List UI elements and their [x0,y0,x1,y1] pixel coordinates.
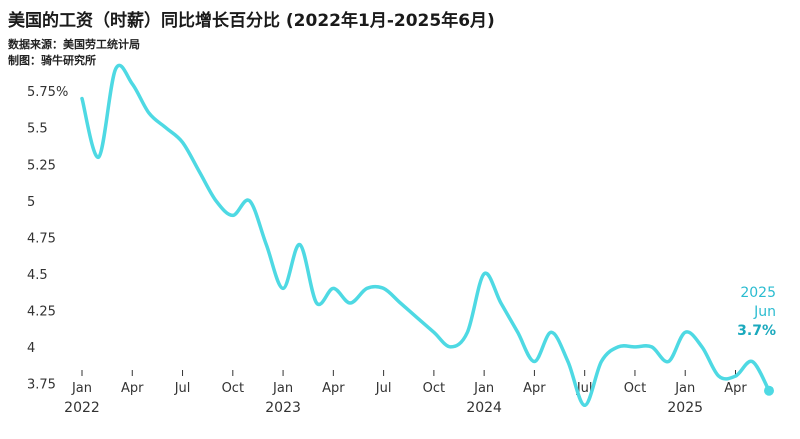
x-tick-label: Apr [523,381,546,396]
x-tick-label: Jul [174,381,191,396]
x-tick-label: Apr [121,381,144,396]
y-tick-label: 4.5 [27,268,48,283]
x-tick-label: Jan [473,381,494,396]
x-tick-label: Jul [375,381,392,396]
x-year-label: 2022 [64,400,100,416]
y-tick-label: 5 [27,195,35,210]
x-tick-label: Oct [423,381,445,396]
annotation-value: 3.7% [737,323,776,339]
x-tick-label: Oct [624,381,646,396]
annotation-year: 2025 [740,285,776,301]
x-tick-label: Jan [71,381,92,396]
x-axis-years: 2022 2023 2024 2025 [64,400,703,416]
y-tick-label: 5.5 [27,122,48,137]
x-tick-label: Jul [576,381,593,396]
x-tick-label: Oct [222,381,244,396]
y-tick-label: 5.25 [27,158,56,173]
last-point-marker [764,385,774,396]
x-tick-label: Apr [724,381,747,396]
x-tick-label: Jan [272,381,293,396]
x-tick-label: Jan [674,381,695,396]
maker-note: 制图：骑牛研究所 [8,54,96,67]
y-tick-label: 4 [27,341,35,356]
y-tick-label: 3.75 [27,377,56,392]
x-tick-label: Apr [322,381,345,396]
source-note: 数据来源：美国劳工统计局 [8,38,140,51]
chart-title: 美国的工资（时薪）同比增长百分比 (2022年1月-2025年6月) [8,11,495,31]
annotation-month: Jun [753,304,776,320]
x-year-label: 2025 [667,400,703,416]
y-tick-label: 5.75% [27,85,68,100]
x-axis-ticks: Jan Apr Jul Oct Jan Apr Jul Oct Jan Apr Jul Oct Jan A… [71,370,747,396]
y-tick-label: 4.75 [27,231,56,246]
y-tick-label: 4.25 [27,304,56,319]
x-year-label: 2023 [265,400,301,416]
x-year-label: 2024 [466,400,502,416]
y-axis-ticks: 5.75% 5.5 5.25 5 4.75 4.5 4.25 4 3.75 [27,85,68,392]
series-line [80,63,771,408]
